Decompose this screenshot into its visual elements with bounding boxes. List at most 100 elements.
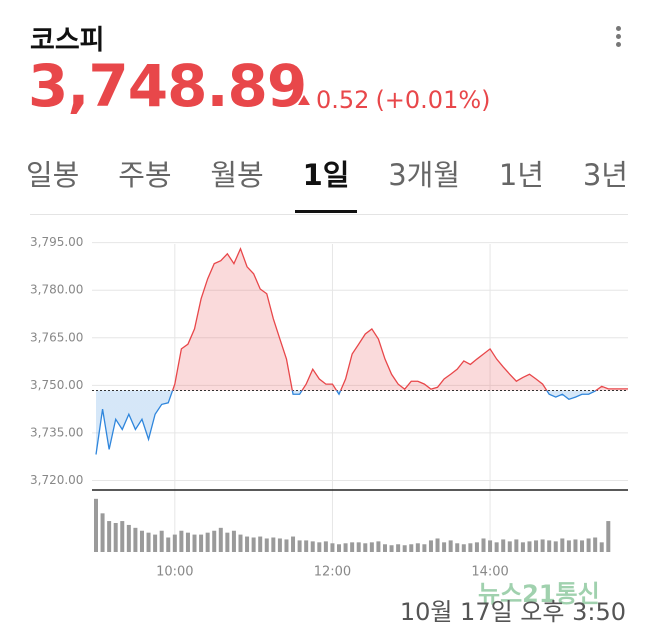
volume-bar [179,530,184,552]
volume-bar [494,542,499,552]
period-tab[interactable]: 일봉 [26,158,80,192]
volume-bar [586,538,591,552]
volume-bar [422,544,427,552]
volume-bar [120,521,125,552]
volume-bar [442,542,447,552]
y-tick-label: 3,720.00 [30,473,83,487]
volume-bar [356,542,361,552]
volume-bar [100,513,105,552]
price-area [96,248,628,455]
volume-bar [580,540,585,552]
volume-bar [606,521,611,552]
period-tab[interactable]: 주봉 [118,158,172,192]
volume-bar [199,534,204,552]
price: 3,748.89 [28,52,307,120]
volume-bar [159,530,164,552]
x-tick-label: 12:00 [314,565,351,580]
volume-bar [212,530,217,552]
change-value: 0.52 [316,86,370,114]
volume-bar [271,537,276,552]
period-tab[interactable]: 월봉 [210,158,264,192]
volume-bar [218,527,223,552]
volume-bar [225,532,230,552]
volume-bar [264,538,269,552]
volume-bar [107,521,112,552]
period-tab[interactable]: 1년 [498,158,544,192]
volume-bar [245,536,250,552]
volume-bar [455,543,460,552]
volume-bar [363,543,368,552]
volume-bar [540,539,545,552]
index-title: 코스피 [30,25,105,56]
volume-bar [94,498,98,552]
timestamp: 10월 17일 오후 3:50 [399,598,626,626]
volume-bar [468,543,473,552]
volume-bar [448,540,453,552]
volume-bar [520,542,525,552]
period-tabs: 일봉 주봉 월봉 1일 3개월 1년 3년 [18,152,636,213]
volume-bar [461,544,466,552]
volume-bar [566,540,571,552]
volume-bar [547,540,552,552]
y-tick-label: 3,795.00 [30,235,83,249]
volume-bar [553,541,558,552]
volume-bar [481,538,486,552]
volume-bar [501,539,506,552]
volume-bar [297,540,302,552]
change-percent: (+0.01%) [375,86,491,114]
period-tab[interactable]: 3개월 [388,158,461,192]
period-tab[interactable]: 3년 [582,158,628,192]
volume-bar [139,530,144,552]
volume-bar [527,541,532,552]
volume-bar [231,530,236,552]
volume-bar [323,541,328,552]
volume-bar [153,534,158,552]
volume-bar [284,539,289,552]
volume-bar [330,543,335,552]
volume-bar [185,532,190,552]
volume-bar [428,540,433,552]
volume-bar [343,543,348,552]
volume-bar [435,538,440,552]
volume-bar [277,538,282,552]
period-tab[interactable]: 1일 [294,152,358,213]
volume-bar [172,534,177,552]
volume-bar [415,543,420,552]
volume-bar [166,537,171,552]
volume-bar [238,534,243,552]
price-line [95,246,628,455]
volume-bar [573,539,578,552]
watermark: 뉴스21통신 [478,580,600,608]
volume-bar [310,541,315,552]
volume-bar [402,545,407,552]
change: 0.52 (+0.01%) [298,86,491,114]
y-tick-label: 3,780.00 [30,283,83,297]
volume-bar [205,532,210,552]
volume-bar [126,524,131,552]
volume-bar [389,545,394,552]
y-tick-label: 3,765.00 [30,330,83,344]
volume-bar [514,539,519,552]
volume-bar [376,541,381,552]
volume-bar [337,544,342,552]
volume-bar [133,527,138,552]
x-tick-label: 14:00 [471,565,508,580]
volume-bar [560,538,565,552]
volume-bar [192,534,197,552]
volume-bar [251,537,256,552]
volume-bar [350,542,355,552]
volume-bar [146,532,151,552]
volume-bar [409,544,414,552]
y-tick-label: 3,750.00 [30,378,83,392]
separator [30,214,628,215]
volume-bar [507,541,512,552]
volume-bar [593,537,598,552]
volume-bar [317,542,322,552]
volume-bar [113,523,118,552]
volume-bar [304,540,309,552]
volume-bar [291,536,296,552]
volume-bar [258,536,263,552]
menu-button[interactable] [616,26,624,50]
